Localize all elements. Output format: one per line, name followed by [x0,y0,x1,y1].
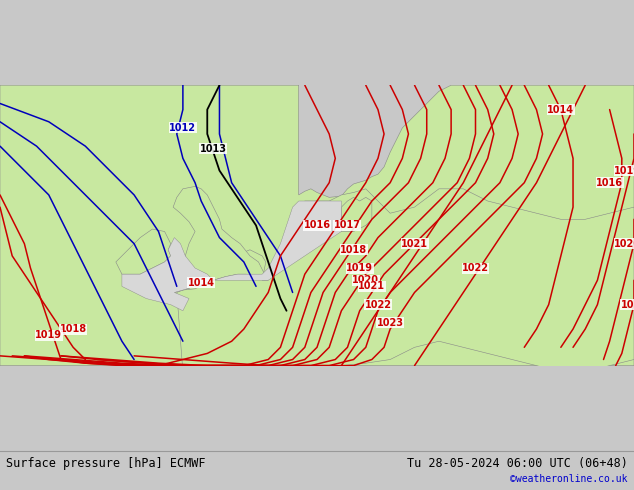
Text: 1019: 1019 [36,330,62,340]
Text: 1022: 1022 [365,300,391,310]
Text: 1019: 1019 [614,166,634,175]
Text: 1020: 1020 [353,275,379,285]
Text: Tu 28-05-2024 06:00 UTC (06+48): Tu 28-05-2024 06:00 UTC (06+48) [407,457,628,469]
Text: 1017: 1017 [334,220,361,230]
Text: 1021: 1021 [621,300,634,310]
Polygon shape [0,85,634,366]
Text: 1020: 1020 [614,239,634,249]
Text: 1021: 1021 [401,239,428,249]
Polygon shape [122,238,214,311]
Text: 1023: 1023 [377,318,404,328]
Text: 1019: 1019 [346,263,373,273]
Text: Surface pressure [hPa] ECMWF: Surface pressure [hPa] ECMWF [6,457,206,469]
Polygon shape [173,186,264,293]
Text: 1012: 1012 [169,123,197,133]
Text: 1013: 1013 [200,144,227,153]
Text: 1014: 1014 [547,104,574,115]
Polygon shape [341,197,372,231]
Text: ©weatheronline.co.uk: ©weatheronline.co.uk [510,474,628,484]
Text: 1018: 1018 [340,245,367,255]
Text: 1022: 1022 [462,263,489,273]
Text: 1016: 1016 [596,178,623,188]
Polygon shape [177,189,634,372]
Polygon shape [195,201,341,283]
Text: 1021: 1021 [358,281,385,292]
Text: 1018: 1018 [60,324,87,334]
Text: 1014: 1014 [188,278,215,288]
Text: 1016: 1016 [304,220,330,230]
Polygon shape [116,229,171,274]
